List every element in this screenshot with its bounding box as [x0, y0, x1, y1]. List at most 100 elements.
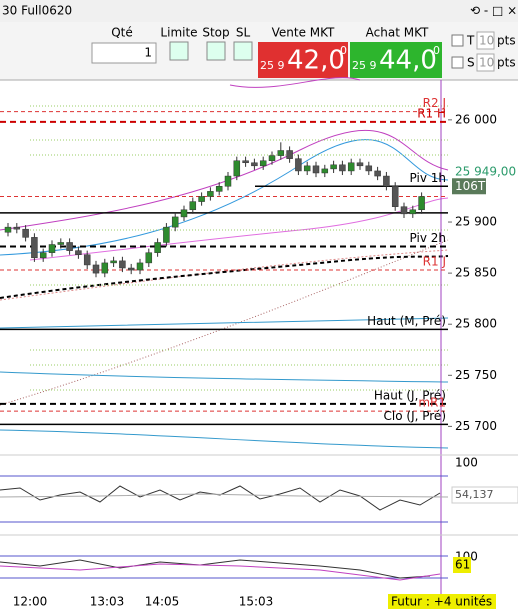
level-label: Clo (J, Pré)	[384, 409, 446, 423]
title-bar	[0, 0, 518, 22]
candle-body	[224, 175, 232, 187]
candle-body	[374, 170, 381, 177]
s-value: 10	[479, 56, 494, 70]
t-unit: pts	[497, 34, 516, 48]
buy-button[interactable]	[350, 42, 442, 78]
level-label: Haut (J, Pré)	[374, 388, 446, 402]
level-label: mR1	[418, 396, 446, 410]
buy-prefix: 25 9	[352, 59, 377, 72]
osc2-value: 61	[455, 558, 470, 572]
indicator-lines	[0, 77, 449, 449]
candle-body	[92, 264, 100, 274]
osc1-box	[451, 486, 518, 504]
candle-body	[13, 226, 21, 230]
s-checkbox[interactable]	[451, 56, 464, 69]
candle-body	[418, 196, 425, 211]
candle-body	[391, 186, 399, 207]
limit-icon[interactable]	[169, 41, 189, 61]
candle-body	[48, 244, 56, 253]
window-title: 30 Full0620	[2, 4, 72, 18]
candle-body	[242, 160, 249, 164]
candle-body	[339, 164, 346, 172]
candle-body	[110, 260, 117, 264]
status-text: Futur : +4 unités	[391, 595, 492, 609]
qty-label: Qté	[111, 26, 133, 40]
candle-body	[66, 242, 73, 251]
candle-body	[171, 216, 179, 228]
s-input[interactable]	[476, 53, 495, 72]
sell-label: Vente MKT	[272, 26, 335, 40]
stop-icon[interactable]	[206, 41, 226, 61]
time-label: 12:00	[13, 595, 48, 609]
level-label: R2 J	[423, 96, 446, 110]
time-label: 15:03	[239, 595, 274, 609]
dotted-grid	[30, 105, 448, 391]
candle-body	[22, 228, 29, 238]
candle-body	[83, 254, 91, 266]
candle-body	[259, 160, 267, 167]
buy-suffix: 0	[433, 44, 440, 57]
sell-button[interactable]	[258, 42, 348, 78]
qty-input[interactable]	[91, 42, 157, 64]
sell-suffix: 0	[340, 44, 347, 57]
candle-body	[233, 160, 241, 177]
position-tag-label: 106T	[455, 179, 486, 193]
y-tick-label: 26 000	[455, 112, 497, 126]
qty-value: 1	[144, 46, 152, 60]
candle-body	[4, 226, 12, 233]
t-label: T	[466, 34, 475, 48]
candle-body	[119, 260, 126, 269]
stop-button[interactable]: Stop	[202, 26, 229, 40]
window-controls[interactable]: ⟲ - □ ×	[470, 4, 517, 18]
candle-body	[101, 262, 109, 274]
candle-body	[39, 252, 47, 259]
time-label: 13:03	[90, 595, 125, 609]
y-tick-label: 25 750	[455, 368, 497, 382]
level-label: Piv 2h	[410, 231, 446, 245]
candle-body	[145, 252, 153, 264]
candle-body	[295, 158, 302, 172]
candle-body	[136, 262, 144, 271]
t-input[interactable]	[476, 31, 495, 50]
candle-body	[356, 162, 364, 167]
buy-price: 44,0	[379, 46, 437, 76]
candle-body	[198, 196, 205, 202]
sl-icon[interactable]	[233, 41, 253, 61]
level-label: Haut (M, Pré)	[367, 314, 446, 328]
candle-body	[251, 162, 258, 167]
y-tick-label: 25 850	[455, 266, 497, 280]
candle-body	[127, 267, 135, 271]
candle-body	[400, 206, 408, 215]
position-tag	[452, 178, 486, 195]
candle-body	[347, 162, 355, 172]
osc1-value: 54,137	[455, 488, 494, 501]
candle-body	[330, 164, 337, 170]
last-price-box	[452, 163, 518, 180]
y-tick-label: 25 800	[455, 317, 497, 331]
sell-price: 42,0	[287, 46, 345, 76]
candle-body	[57, 242, 65, 245]
y-tick-label: 25 900	[455, 215, 497, 229]
level-label: R1 H	[417, 106, 446, 120]
s-unit: pts	[497, 56, 516, 70]
candle-body	[365, 165, 373, 172]
t-checkbox[interactable]	[451, 34, 464, 47]
candle-body	[180, 209, 188, 218]
level-label: Piv 1h	[410, 171, 446, 185]
oscillator-2	[0, 555, 448, 581]
candle-body	[207, 191, 214, 197]
candle-body	[409, 209, 417, 215]
candle-body	[154, 242, 161, 253]
oscillator-1	[0, 475, 449, 523]
candle-body	[303, 165, 311, 172]
candle-body	[163, 226, 170, 243]
sl-button[interactable]: SL	[236, 26, 251, 40]
s-label: S	[467, 56, 475, 70]
candle-body	[268, 155, 276, 161]
sell-prefix: 25 9	[260, 59, 285, 72]
buy-label: Achat MKT	[366, 26, 429, 40]
candle-body	[189, 201, 197, 211]
limit-button[interactable]: Limite	[160, 26, 197, 40]
